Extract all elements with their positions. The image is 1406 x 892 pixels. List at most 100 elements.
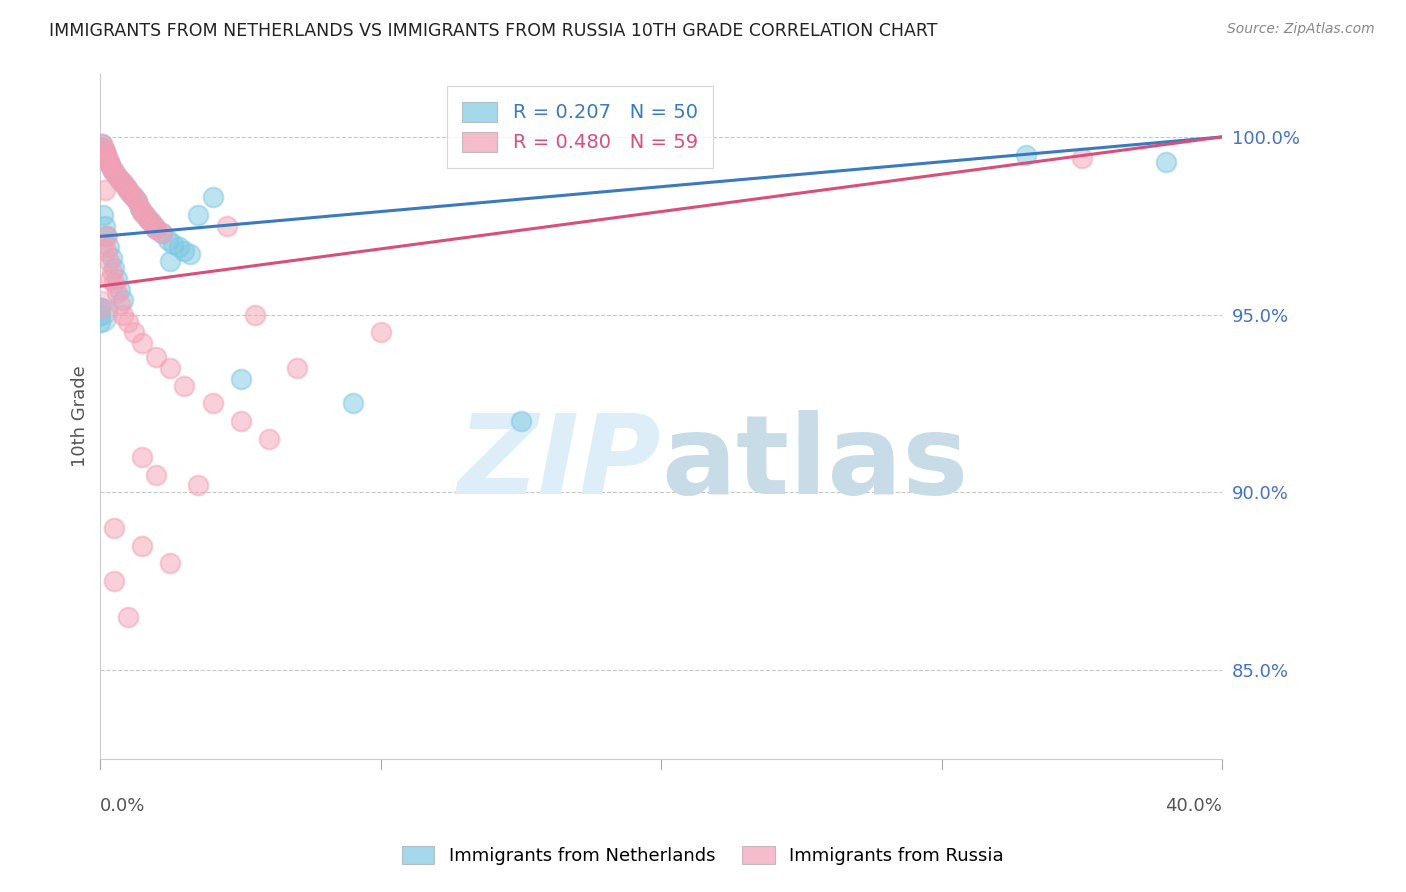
Point	[134, 208, 156, 222]
Point	[159, 557, 181, 571]
Point	[229, 371, 252, 385]
Point	[145, 467, 167, 482]
Point	[136, 211, 159, 226]
Point	[105, 169, 128, 183]
Point	[187, 478, 209, 492]
Point	[100, 161, 122, 176]
Point	[370, 326, 392, 340]
Point	[139, 215, 162, 229]
Point	[145, 222, 167, 236]
Point	[105, 286, 128, 301]
Point	[90, 136, 112, 151]
Point	[142, 219, 165, 233]
Point	[111, 308, 134, 322]
Point	[117, 315, 139, 329]
Legend: R = 0.207   N = 50, R = 0.480   N = 59: R = 0.207 N = 50, R = 0.480 N = 59	[447, 87, 713, 168]
Point	[93, 219, 115, 233]
Point	[94, 147, 117, 161]
Point	[131, 539, 153, 553]
Text: Source: ZipAtlas.com: Source: ZipAtlas.com	[1227, 22, 1375, 37]
Point	[105, 169, 128, 183]
Point	[89, 308, 111, 322]
Point	[93, 144, 115, 158]
Point	[159, 254, 181, 268]
Point	[136, 211, 159, 226]
Point	[125, 194, 148, 208]
Point	[243, 308, 266, 322]
Point	[150, 226, 173, 240]
Point	[173, 378, 195, 392]
Point	[91, 140, 114, 154]
Point	[89, 301, 111, 315]
Point	[93, 183, 115, 197]
Point	[122, 190, 145, 204]
Point	[159, 360, 181, 375]
Point	[1154, 154, 1177, 169]
Text: IMMIGRANTS FROM NETHERLANDS VS IMMIGRANTS FROM RUSSIA 10TH GRADE CORRELATION CHA: IMMIGRANTS FROM NETHERLANDS VS IMMIGRANT…	[49, 22, 938, 40]
Point	[89, 315, 111, 329]
Point	[201, 396, 224, 410]
Point	[89, 301, 111, 315]
Point	[128, 201, 150, 215]
Point	[120, 186, 142, 201]
Point	[98, 272, 121, 286]
Point	[100, 265, 122, 279]
Point	[122, 190, 145, 204]
Point	[122, 326, 145, 340]
Point	[91, 208, 114, 222]
Point	[97, 254, 120, 268]
Point	[97, 240, 120, 254]
Point	[145, 222, 167, 236]
Point	[131, 336, 153, 351]
Point	[103, 261, 125, 276]
Point	[96, 229, 118, 244]
Point	[125, 194, 148, 208]
Point	[510, 414, 533, 428]
Legend: Immigrants from Netherlands, Immigrants from Russia: Immigrants from Netherlands, Immigrants …	[395, 838, 1011, 872]
Point	[120, 186, 142, 201]
Point	[103, 574, 125, 588]
Point	[96, 151, 118, 165]
Point	[108, 172, 131, 186]
Point	[215, 219, 238, 233]
Point	[108, 172, 131, 186]
Point	[97, 154, 120, 169]
Point	[139, 215, 162, 229]
Point	[150, 226, 173, 240]
Point	[108, 297, 131, 311]
Point	[111, 176, 134, 190]
Text: ZIP: ZIP	[457, 410, 661, 517]
Point	[100, 251, 122, 265]
Point	[128, 201, 150, 215]
Point	[179, 247, 201, 261]
Point	[1014, 147, 1036, 161]
Point	[103, 165, 125, 179]
Point	[162, 236, 184, 251]
Point	[89, 301, 111, 315]
Point	[94, 147, 117, 161]
Text: 40.0%: 40.0%	[1166, 797, 1222, 814]
Text: 0.0%: 0.0%	[100, 797, 146, 814]
Point	[114, 179, 136, 194]
Point	[201, 190, 224, 204]
Point	[94, 244, 117, 258]
Point	[108, 283, 131, 297]
Text: atlas: atlas	[661, 410, 969, 517]
Point	[89, 308, 111, 322]
Point	[103, 165, 125, 179]
Point	[257, 432, 280, 446]
Point	[342, 396, 364, 410]
Point	[134, 208, 156, 222]
Point	[131, 204, 153, 219]
Point	[117, 183, 139, 197]
Point	[94, 229, 117, 244]
Y-axis label: 10th Grade: 10th Grade	[72, 365, 89, 467]
Point	[117, 609, 139, 624]
Point	[145, 351, 167, 365]
Point	[111, 293, 134, 308]
Point	[1070, 151, 1092, 165]
Point	[103, 276, 125, 290]
Point	[93, 144, 115, 158]
Point	[98, 158, 121, 172]
Point	[131, 450, 153, 464]
